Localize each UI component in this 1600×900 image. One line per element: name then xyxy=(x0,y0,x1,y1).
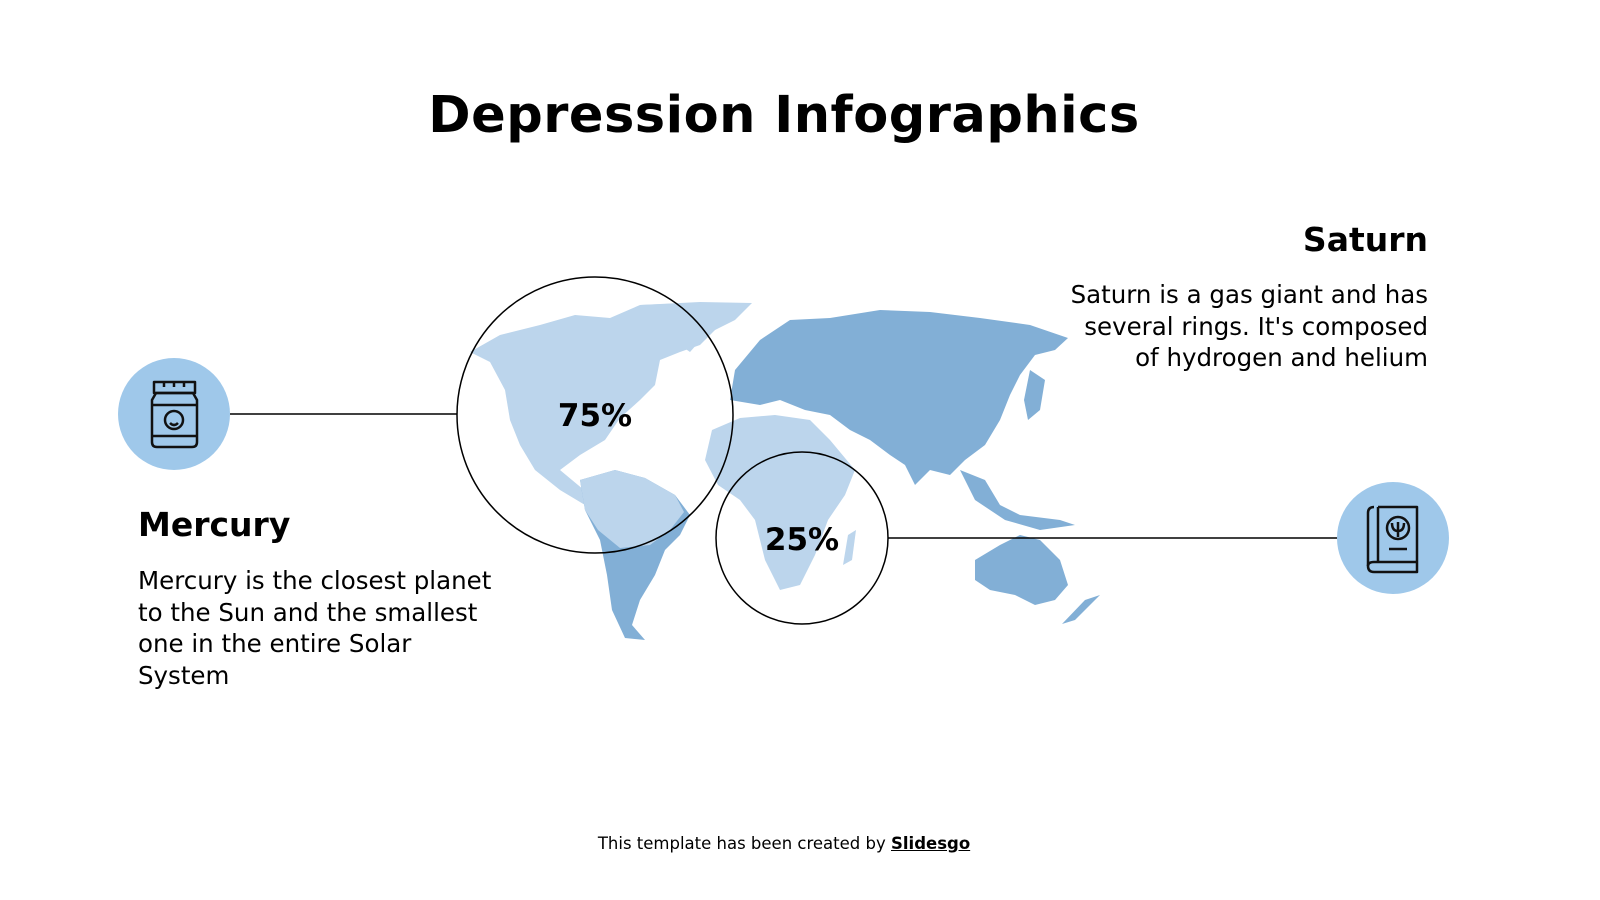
madagascar xyxy=(843,530,856,565)
footer-credit: This template has been created by Slides… xyxy=(0,834,1568,853)
south-america-inner xyxy=(580,470,684,548)
southeast-asia xyxy=(960,470,1075,530)
eurasia xyxy=(730,310,1068,485)
psychology-book-icon xyxy=(1337,482,1449,594)
saturn-description: Saturn is a gas giant and has several ri… xyxy=(1070,280,1428,372)
percent-75: 75% xyxy=(558,398,632,434)
mercury-description: Mercury is the closest planet to the Sun… xyxy=(138,566,492,690)
mercury-heading: Mercury xyxy=(138,505,291,544)
new-zealand xyxy=(1062,595,1100,624)
slidesgo-link[interactable]: Slidesgo xyxy=(891,834,971,853)
africa xyxy=(705,415,855,590)
australia xyxy=(975,535,1068,605)
page-title: Depression Infographics xyxy=(428,86,1140,145)
medicine-jar-icon xyxy=(118,358,230,470)
footer-text: This template has been created by xyxy=(597,834,891,853)
greenland xyxy=(640,302,752,352)
percent-25: 25% xyxy=(765,522,839,558)
highlight-circle-large xyxy=(456,276,734,554)
world-map xyxy=(470,302,1100,640)
north-america xyxy=(470,303,750,505)
saturn-heading: Saturn xyxy=(1302,220,1428,259)
highlight-circle-small xyxy=(715,451,889,625)
japan xyxy=(1024,370,1045,420)
